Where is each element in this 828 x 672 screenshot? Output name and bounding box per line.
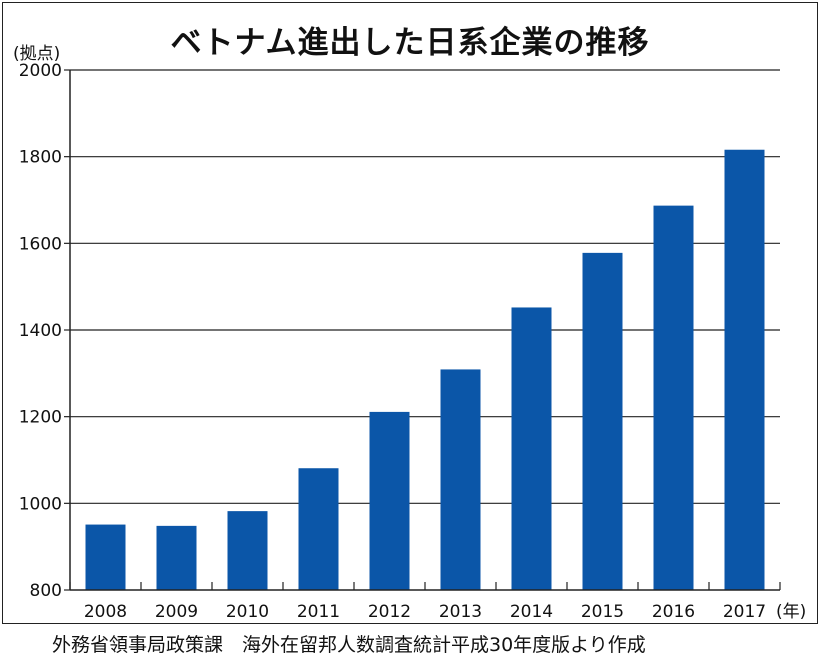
x-tick-label-2013: 2013 <box>439 602 482 622</box>
bar-2012 <box>369 411 410 590</box>
x-tick-label-2011: 2011 <box>297 602 340 622</box>
y-tick-label-1200: 1200 <box>19 408 62 428</box>
x-axis-unit-label: (年) <box>776 602 806 622</box>
bar-2010 <box>227 511 268 590</box>
bar-2013 <box>440 369 481 590</box>
chart-title: ベトナム進出した日系企業の推移 <box>170 25 650 61</box>
x-tick-label-2010: 2010 <box>226 602 269 622</box>
bar-2016 <box>653 205 694 590</box>
x-tick-label-2009: 2009 <box>155 602 198 622</box>
y-tick-label-1400: 1400 <box>19 321 62 341</box>
y-tick-label-800: 800 <box>30 581 62 601</box>
bar-2009 <box>156 525 197 590</box>
x-tick-label-2008: 2008 <box>84 602 127 622</box>
x-tick-label-2016: 2016 <box>652 602 695 622</box>
x-tick-label-2017: 2017 <box>723 602 766 622</box>
axes <box>64 69 781 591</box>
x-tick-label-2015: 2015 <box>581 602 624 622</box>
bar-2017 <box>724 149 765 590</box>
x-tick-label-2014: 2014 <box>510 602 553 622</box>
y-tick-label-1000: 1000 <box>19 494 62 514</box>
bar-2011 <box>298 468 339 590</box>
y-axis-unit-label: (拠点) <box>13 44 61 64</box>
y-tick-label-1600: 1600 <box>19 234 62 254</box>
bar-2008 <box>85 524 126 590</box>
y-tick-label-1800: 1800 <box>19 148 62 168</box>
y-tick-label-2000: 2000 <box>19 61 62 81</box>
bar-2014 <box>511 307 552 590</box>
bar-2015 <box>582 252 623 590</box>
source-note: 外務省領事局政策課 海外在留邦人数調査統計平成30年度版より作成 <box>52 634 646 656</box>
bars <box>85 149 765 590</box>
x-tick-label-2012: 2012 <box>368 602 411 622</box>
tick-labels: 800 1000 1200 1400 1600 1800 2000 2008 2009 2010 2… <box>19 61 807 622</box>
